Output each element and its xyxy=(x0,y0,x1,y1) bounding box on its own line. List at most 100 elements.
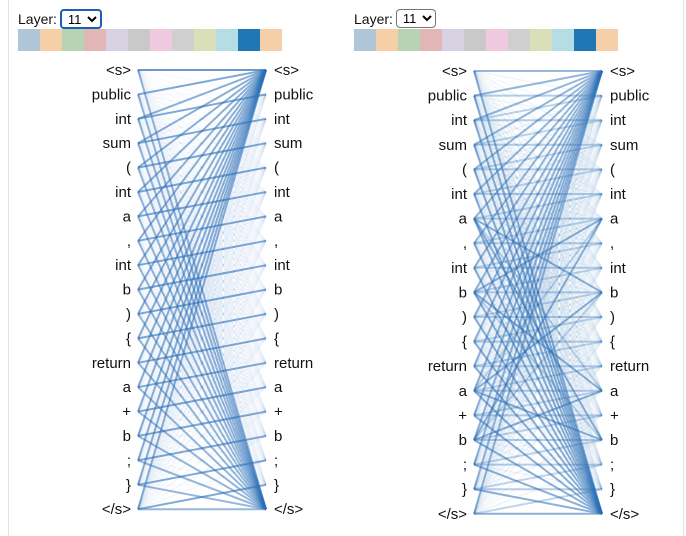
attention-head-swatch[interactable] xyxy=(574,29,596,51)
token-left[interactable]: int xyxy=(451,260,468,277)
attention-head-swatch[interactable] xyxy=(260,29,282,51)
token-left[interactable]: int xyxy=(115,184,132,201)
attention-head-swatch[interactable] xyxy=(596,29,618,51)
token-right[interactable]: sum xyxy=(610,137,638,154)
attention-head-swatch[interactable] xyxy=(442,29,464,51)
attention-head-swatch[interactable] xyxy=(106,29,128,51)
token-left[interactable]: return xyxy=(428,358,467,375)
token-left[interactable]: sum xyxy=(439,137,467,154)
token-left[interactable]: + xyxy=(122,404,131,421)
token-right[interactable]: ; xyxy=(610,457,614,474)
token-left[interactable]: int xyxy=(115,111,132,128)
token-left[interactable]: public xyxy=(92,86,132,103)
attention-head-swatch[interactable] xyxy=(486,29,508,51)
token-left[interactable]: b xyxy=(459,284,467,301)
token-left[interactable]: </s> xyxy=(102,501,131,518)
token-right[interactable]: <s> xyxy=(610,63,635,80)
token-right[interactable]: int xyxy=(274,111,291,128)
token-right[interactable]: , xyxy=(274,233,278,250)
token-left[interactable]: a xyxy=(123,208,132,225)
token-left[interactable]: int xyxy=(115,257,132,274)
token-left[interactable]: public xyxy=(428,88,468,105)
token-right[interactable]: } xyxy=(610,481,615,498)
token-right[interactable]: + xyxy=(610,407,619,424)
token-left[interactable]: ) xyxy=(462,309,467,326)
token-right[interactable]: + xyxy=(274,404,283,421)
token-left[interactable]: sum xyxy=(103,135,131,152)
token-right[interactable]: ) xyxy=(274,306,279,323)
token-left[interactable]: <s> xyxy=(442,63,467,80)
token-right[interactable]: a xyxy=(274,208,283,225)
attention-head-swatch[interactable] xyxy=(62,29,84,51)
token-left[interactable]: , xyxy=(127,233,131,250)
token-right[interactable]: public xyxy=(274,86,314,103)
token-left[interactable]: a xyxy=(459,383,468,400)
attention-head-swatch[interactable] xyxy=(150,29,172,51)
token-right[interactable]: a xyxy=(610,383,619,400)
attention-head-swatch[interactable] xyxy=(398,29,420,51)
token-left[interactable]: { xyxy=(462,334,467,351)
token-right[interactable]: b xyxy=(610,284,618,301)
token-left[interactable]: , xyxy=(463,235,467,252)
token-left[interactable]: ; xyxy=(127,452,131,469)
token-right[interactable]: ; xyxy=(274,452,278,469)
layer-select[interactable]: 11 xyxy=(395,9,436,28)
token-right[interactable]: } xyxy=(274,477,279,494)
token-left[interactable]: b xyxy=(459,432,467,449)
attention-head-swatch[interactable] xyxy=(84,29,106,51)
token-left[interactable]: + xyxy=(458,407,467,424)
token-left[interactable]: ) xyxy=(126,306,131,323)
token-right[interactable]: sum xyxy=(274,135,302,152)
token-right[interactable]: return xyxy=(610,358,649,375)
attention-head-swatch[interactable] xyxy=(420,29,442,51)
token-right[interactable]: public xyxy=(610,88,650,105)
token-right[interactable]: b xyxy=(610,432,618,449)
token-left[interactable]: </s> xyxy=(438,506,467,523)
token-right[interactable]: a xyxy=(610,211,619,228)
attention-head-swatch[interactable] xyxy=(194,29,216,51)
token-left[interactable]: return xyxy=(92,355,131,372)
token-left[interactable]: <s> xyxy=(106,62,131,79)
token-right[interactable]: int xyxy=(274,257,291,274)
token-right[interactable]: ( xyxy=(274,160,279,177)
token-right[interactable]: </s> xyxy=(274,501,303,518)
token-right[interactable]: int xyxy=(610,186,627,203)
token-right[interactable]: int xyxy=(610,112,627,129)
token-right[interactable]: b xyxy=(274,428,282,445)
token-right[interactable]: int xyxy=(274,184,291,201)
attention-head-swatch[interactable] xyxy=(530,29,552,51)
token-right[interactable]: , xyxy=(610,235,614,252)
attention-head-swatch[interactable] xyxy=(238,29,260,51)
token-left[interactable]: b xyxy=(123,428,131,445)
attention-head-swatch[interactable] xyxy=(376,29,398,51)
token-left[interactable]: b xyxy=(123,282,131,299)
token-left[interactable]: ; xyxy=(463,457,467,474)
token-right[interactable]: { xyxy=(610,334,615,351)
token-left[interactable]: { xyxy=(126,330,131,347)
token-right[interactable]: return xyxy=(274,355,313,372)
layer-select[interactable]: 11 xyxy=(59,9,102,29)
token-right[interactable]: int xyxy=(610,260,627,277)
token-right[interactable]: { xyxy=(274,330,279,347)
attention-head-swatch[interactable] xyxy=(18,29,40,51)
token-right[interactable]: ) xyxy=(610,309,615,326)
attention-head-swatch[interactable] xyxy=(508,29,530,51)
token-right[interactable]: </s> xyxy=(610,506,639,523)
token-left[interactable]: a xyxy=(123,379,132,396)
attention-head-swatch[interactable] xyxy=(128,29,150,51)
attention-head-swatch[interactable] xyxy=(216,29,238,51)
attention-head-swatch[interactable] xyxy=(552,29,574,51)
token-right[interactable]: a xyxy=(274,379,283,396)
token-right[interactable]: <s> xyxy=(274,62,299,79)
attention-head-swatch[interactable] xyxy=(354,29,376,51)
attention-head-swatch[interactable] xyxy=(172,29,194,51)
token-left[interactable]: a xyxy=(459,211,468,228)
token-right[interactable]: ( xyxy=(610,161,615,178)
attention-head-swatch[interactable] xyxy=(464,29,486,51)
token-left[interactable]: } xyxy=(126,477,131,494)
token-left[interactable]: } xyxy=(462,481,467,498)
token-left[interactable]: int xyxy=(451,112,468,129)
token-left[interactable]: ( xyxy=(126,160,131,177)
token-right[interactable]: b xyxy=(274,282,282,299)
token-left[interactable]: ( xyxy=(462,161,467,178)
